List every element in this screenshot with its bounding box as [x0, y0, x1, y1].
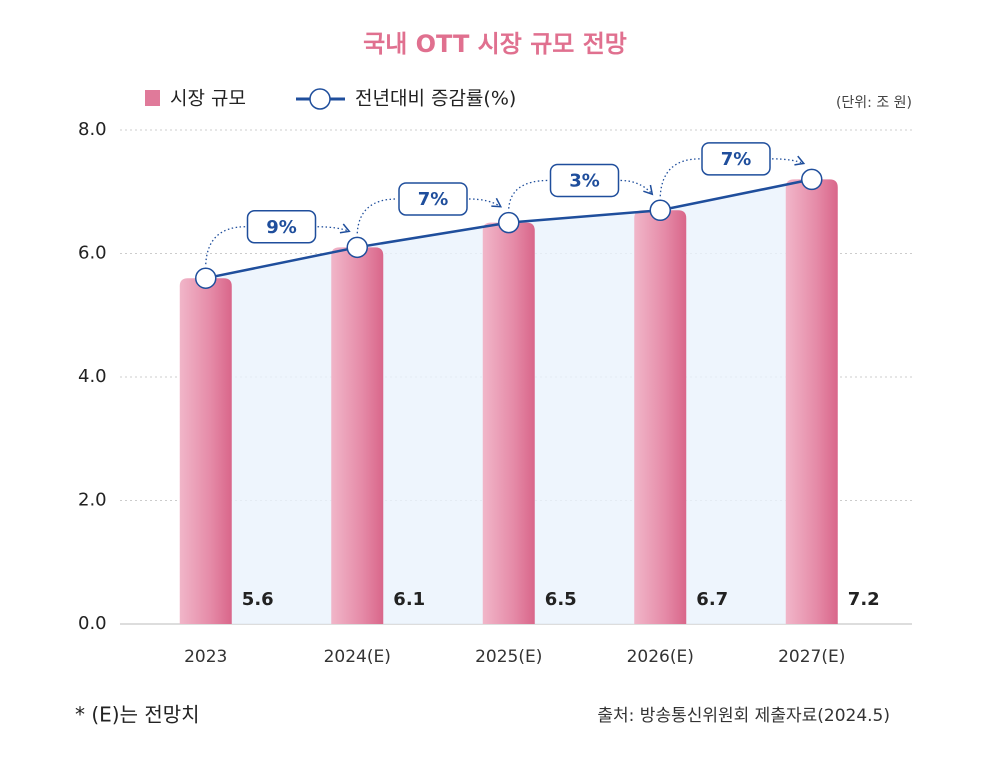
value-label: 6.1 [393, 589, 425, 610]
bar [331, 247, 384, 624]
callout-arrow [317, 223, 351, 234]
bar [179, 278, 232, 624]
x-tick-label: 2023 [184, 647, 227, 667]
callout-arrow [205, 226, 246, 265]
callout-box [549, 163, 620, 198]
callout-arrow [508, 179, 549, 209]
callout-arrow [659, 158, 701, 197]
bar [785, 179, 838, 624]
callout-arrow [356, 198, 398, 234]
callout-arrow [620, 179, 654, 196]
footnote: * (E)는 전망치 [75, 703, 200, 727]
legend-swatch [145, 90, 160, 106]
y-tick-label: 4.0 [78, 366, 107, 387]
bar [482, 222, 535, 624]
callout-box [701, 142, 771, 176]
callout-box [398, 182, 468, 216]
line-marker [195, 267, 217, 289]
line-marker [346, 236, 368, 259]
value-label: 6.7 [696, 589, 728, 610]
value-label: 7.2 [848, 589, 880, 610]
x-tick-label: 2027(E) [778, 647, 845, 667]
legend-label: 시장 규모 [170, 88, 246, 110]
line-value-label: 3% [569, 170, 600, 191]
chart-title: 국내 OTT 시장 규모 전망 [363, 30, 627, 58]
line-marker [801, 168, 823, 191]
callout-arrow [771, 155, 806, 166]
y-tick-label: 6.0 [78, 243, 107, 264]
value-label: 5.6 [242, 589, 274, 610]
callout-arrow [468, 197, 503, 208]
callout-box [246, 210, 317, 244]
bar [634, 210, 687, 624]
line-value-label: 7% [721, 149, 752, 170]
y-tick-label: 8.0 [78, 119, 107, 140]
legend-marker [309, 88, 331, 110]
line-marker [498, 211, 520, 234]
x-tick-label: 2026(E) [627, 647, 694, 667]
source: 출처: 방송통신위원회 제출자료(2024.5) [597, 706, 890, 726]
y-tick-label: 0.0 [78, 613, 107, 634]
unit-note: (단위: 조 원) [836, 95, 912, 111]
y-tick-label: 2.0 [78, 490, 107, 511]
line-value-label: 7% [418, 189, 449, 210]
value-label: 6.5 [545, 589, 577, 610]
line-marker [649, 199, 671, 222]
x-tick-label: 2025(E) [475, 647, 542, 667]
x-tick-label: 2024(E) [324, 647, 391, 667]
line-value-label: 9% [266, 217, 297, 238]
legend-label: 전년대비 증감률(%) [355, 88, 516, 110]
